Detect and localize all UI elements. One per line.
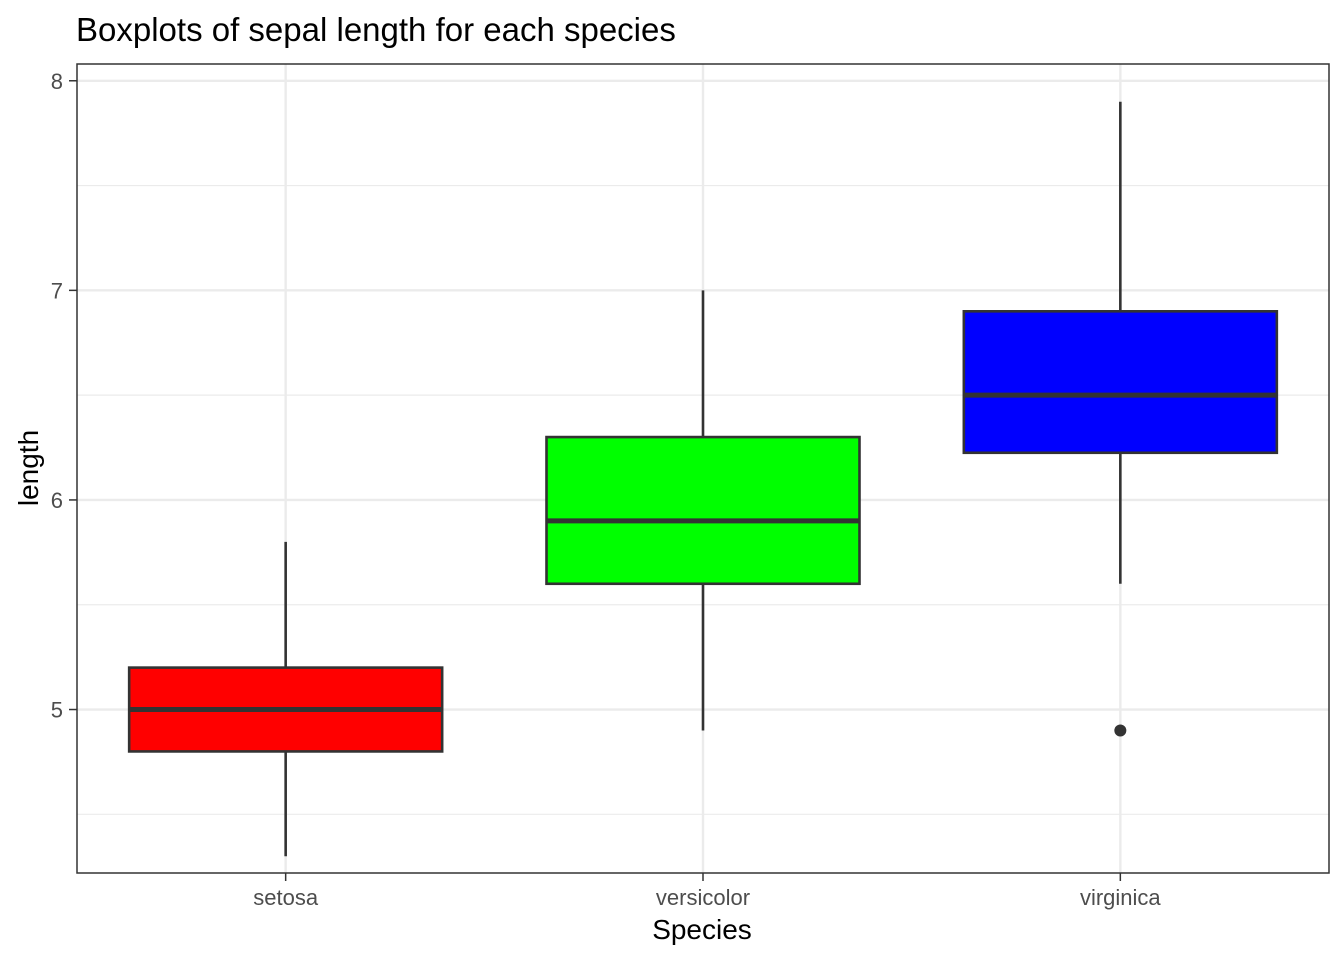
box-setosa — [127, 541, 444, 857]
y-tick-label: 6 — [51, 488, 63, 513]
y-tick-label: 7 — [51, 278, 63, 303]
y-tick-label: 5 — [51, 698, 63, 723]
chart-title: Boxplots of sepal length for each specie… — [76, 11, 676, 48]
box-virginica — [962, 101, 1279, 737]
box-body — [545, 435, 861, 586]
y-axis-title: length — [13, 430, 44, 506]
box-versicolor — [545, 290, 861, 731]
x-axis-title: Species — [652, 914, 752, 945]
x-tick-label: virginica — [1080, 885, 1161, 910]
plot-area: 5 6 7 8 setosa versicolor virginica — [51, 63, 1330, 910]
x-tick-label: setosa — [253, 885, 319, 910]
box-body — [962, 310, 1279, 455]
outlier-point — [1114, 724, 1127, 737]
x-tick-label: versicolor — [656, 885, 750, 910]
y-tick-label: 8 — [51, 69, 63, 94]
